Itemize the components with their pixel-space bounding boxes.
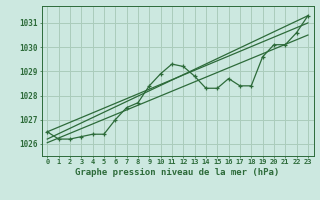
X-axis label: Graphe pression niveau de la mer (hPa): Graphe pression niveau de la mer (hPa) [76, 168, 280, 177]
